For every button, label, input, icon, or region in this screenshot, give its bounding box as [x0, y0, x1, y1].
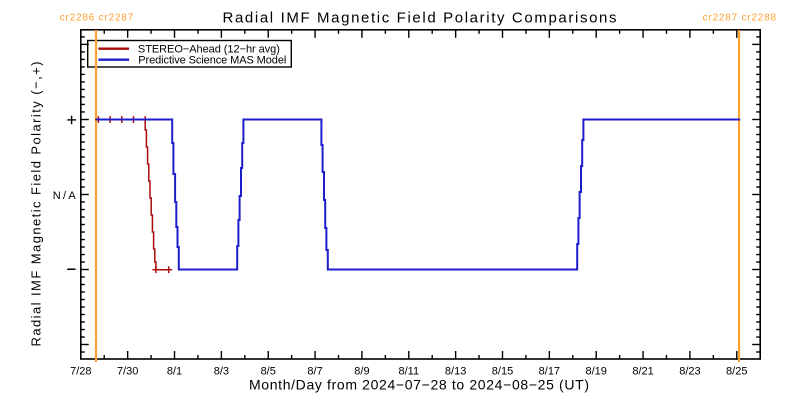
svg-text:−: − [68, 261, 77, 278]
svg-text:8/15: 8/15 [492, 365, 513, 377]
svg-text:8/9: 8/9 [354, 365, 369, 377]
svg-text:STEREO−Ahead (12−hr avg): STEREO−Ahead (12−hr avg) [138, 44, 280, 56]
svg-text:8/7: 8/7 [307, 365, 322, 377]
svg-text:8/25: 8/25 [726, 365, 747, 377]
svg-text:Radial IMF Magnetic Field Pola: Radial IMF Magnetic Field Polarity Compa… [223, 9, 617, 26]
svg-text:8/17: 8/17 [539, 365, 560, 377]
svg-text:N/A: N/A [53, 190, 77, 202]
svg-text:cr2287 cr2288: cr2287 cr2288 [703, 13, 777, 24]
svg-text:8/1: 8/1 [167, 365, 182, 377]
svg-text:8/19: 8/19 [585, 365, 606, 377]
svg-text:Predictive Science MAS Model: Predictive Science MAS Model [138, 55, 286, 67]
svg-text:8/21: 8/21 [632, 365, 653, 377]
svg-text:8/11: 8/11 [398, 365, 419, 377]
svg-text:7/28: 7/28 [70, 365, 91, 377]
svg-text:Radial IMF Magnetic Field Pola: Radial IMF Magnetic Field Polarity (−,+) [29, 62, 44, 347]
svg-text:8/3: 8/3 [214, 365, 229, 377]
svg-text:cr2286 cr2287: cr2286 cr2287 [60, 13, 134, 24]
svg-text:7/30: 7/30 [117, 365, 138, 377]
svg-text:Month/Day from 2024−07−28 to 2: Month/Day from 2024−07−28 to 2024−08−25 … [249, 376, 589, 392]
svg-text:8/13: 8/13 [445, 365, 466, 377]
svg-text:8/23: 8/23 [679, 365, 700, 377]
svg-text:8/5: 8/5 [261, 365, 276, 377]
